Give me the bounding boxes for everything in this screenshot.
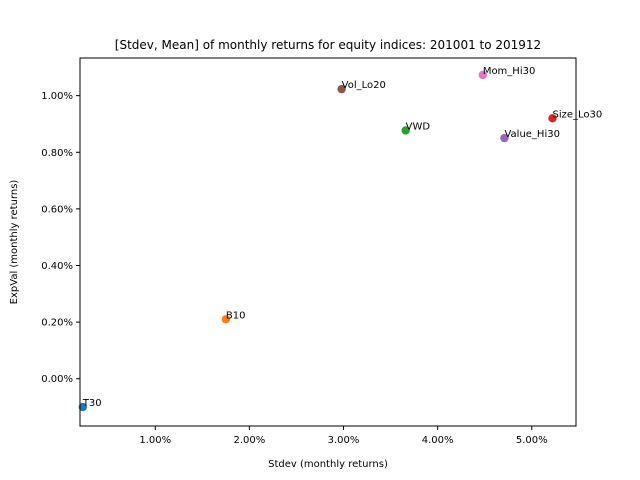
plot-area-frame	[79, 57, 577, 427]
data-point-vol-lo20	[337, 84, 346, 94]
y-tick-label: 0.20%	[41, 318, 73, 329]
x-tick-label: 4.00%	[422, 435, 454, 446]
data-point-mom-hi30	[478, 70, 488, 80]
y-tick-label: 0.40%	[41, 261, 73, 272]
data-label-mom-hi30: Mom_Hi30	[483, 66, 536, 77]
data-label-b10: B10	[226, 310, 246, 321]
plot-points: T30 B10 VWD Size_Lo30 Value_Hi30 Vol_Lo20 Mom_…	[78, 66, 602, 412]
y-tick-label: 0.60%	[41, 204, 73, 215]
chart-title: [Stdev, Mean] of monthly returns for equ…	[115, 38, 541, 52]
data-point-value-hi30	[500, 133, 509, 143]
x-tick-label: 2.00%	[234, 435, 266, 446]
data-point-size-lo30	[548, 114, 557, 123]
y-axis-ticks: 0.00% 0.20% 0.40% 0.60% 0.80% 1.00%	[41, 91, 80, 385]
data-point-t30	[78, 402, 88, 412]
y-tick-label: 1.00%	[41, 91, 73, 102]
x-tick-label: 5.00%	[516, 435, 548, 446]
x-axis-title: Stdev (monthly returns)	[268, 459, 388, 470]
x-axis-ticks: 1.00% 2.00% 3.00% 4.00% 5.00%	[139, 426, 548, 446]
data-point-b10	[221, 315, 231, 324]
y-tick-label: 0.00%	[41, 374, 73, 385]
y-tick-label: 0.80%	[41, 148, 73, 159]
data-label-vwd: VWD	[406, 121, 431, 132]
x-tick-label: 3.00%	[328, 435, 360, 446]
data-point-vwd	[401, 126, 410, 135]
y-axis-title: ExpVal (monthly returns)	[9, 180, 20, 305]
x-tick-label: 1.00%	[139, 435, 171, 446]
data-label-value-hi30: Value_Hi30	[504, 129, 559, 140]
data-label-vol-lo20: Vol_Lo20	[342, 80, 386, 91]
data-label-size-lo30: Size_Lo30	[552, 109, 602, 120]
data-label-t30: T30	[82, 398, 102, 409]
